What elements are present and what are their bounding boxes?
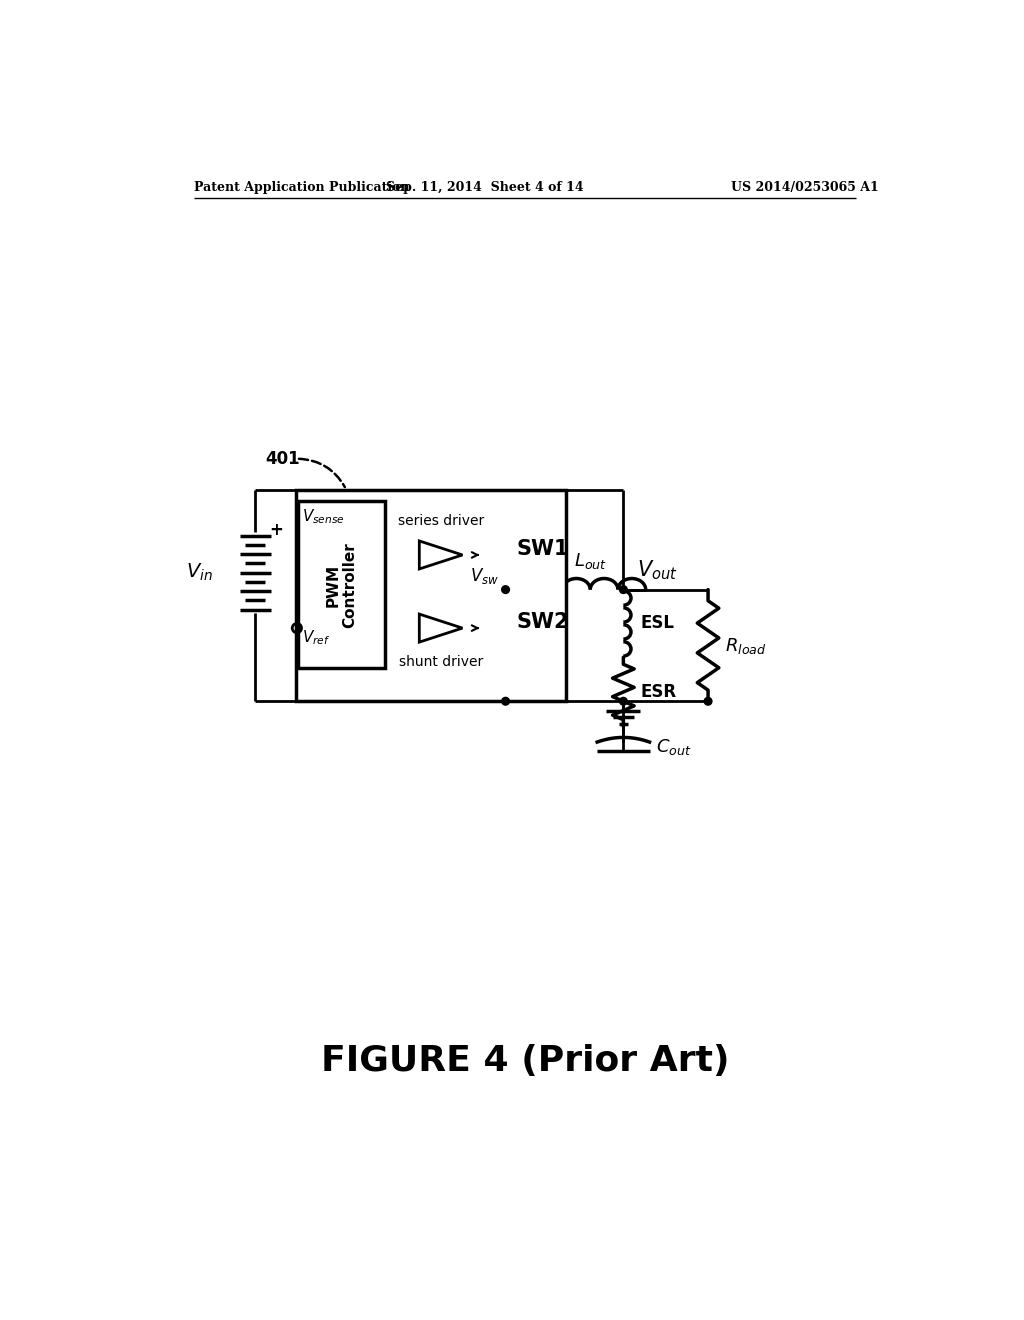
- Text: $C_{out}$: $C_{out}$: [655, 737, 691, 756]
- Text: $L_{out}$: $L_{out}$: [573, 552, 607, 572]
- Text: PWM
Controller: PWM Controller: [326, 543, 357, 628]
- Bar: [296, 490, 565, 701]
- Text: $V_{ref}$: $V_{ref}$: [302, 628, 331, 647]
- Circle shape: [502, 697, 509, 705]
- Text: $V_{sense}$: $V_{sense}$: [302, 507, 345, 525]
- Text: $V_{out}$: $V_{out}$: [637, 558, 678, 582]
- Text: $V_{in}$: $V_{in}$: [186, 562, 213, 583]
- Text: +: +: [269, 520, 283, 539]
- Circle shape: [620, 697, 628, 705]
- Text: SW1: SW1: [516, 539, 568, 558]
- Text: SW2: SW2: [516, 612, 568, 632]
- Text: ESR: ESR: [640, 682, 677, 701]
- Text: 401: 401: [265, 450, 300, 467]
- Text: Sep. 11, 2014  Sheet 4 of 14: Sep. 11, 2014 Sheet 4 of 14: [386, 181, 584, 194]
- Text: FIGURE 4 (Prior Art): FIGURE 4 (Prior Art): [321, 1044, 729, 1078]
- Circle shape: [620, 586, 628, 594]
- Bar: [298, 502, 385, 668]
- Circle shape: [502, 586, 509, 594]
- Text: shunt driver: shunt driver: [398, 655, 483, 669]
- FancyArrowPatch shape: [299, 459, 345, 487]
- Text: series driver: series driver: [397, 513, 484, 528]
- Text: $R_{load}$: $R_{load}$: [725, 636, 767, 656]
- Text: Patent Application Publication: Patent Application Publication: [194, 181, 410, 194]
- Circle shape: [705, 697, 712, 705]
- Text: ESL: ESL: [640, 615, 674, 632]
- Text: $V_{sw}$: $V_{sw}$: [470, 566, 500, 586]
- Text: US 2014/0253065 A1: US 2014/0253065 A1: [731, 181, 879, 194]
